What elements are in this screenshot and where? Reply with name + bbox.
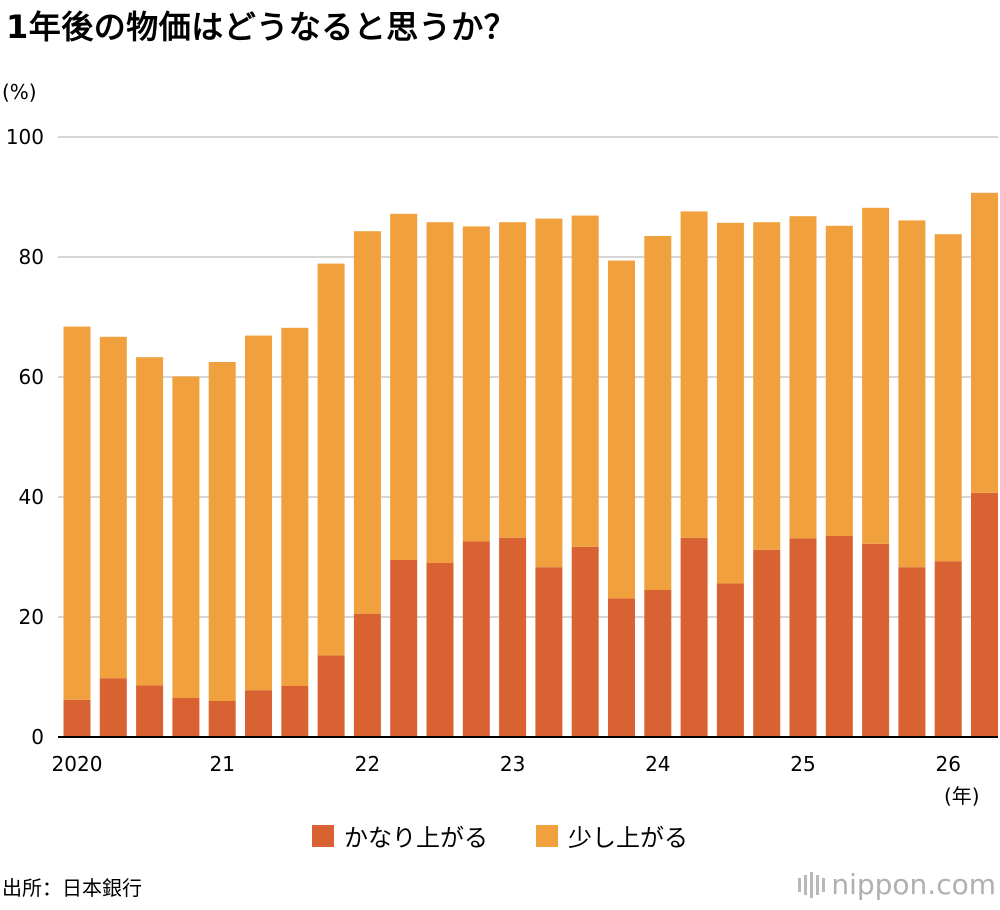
y-tick-label: 100 xyxy=(6,125,44,149)
legend-item-series1: かなり上がる xyxy=(312,818,488,853)
legend-swatch-series1 xyxy=(312,824,334,847)
bar-segment-series1 xyxy=(971,492,998,737)
bar-segment-series1 xyxy=(716,583,744,737)
bar-segment-series1 xyxy=(208,701,236,737)
x-tick-label: 23 xyxy=(500,752,525,776)
bar-segment-series2 xyxy=(571,215,599,547)
bar-segment-series1 xyxy=(680,537,708,737)
nippon-logo-bars-icon xyxy=(798,871,826,898)
bar-segment-series1 xyxy=(789,538,817,737)
bar-segment-series2 xyxy=(245,335,272,691)
bar-segment-series1 xyxy=(136,685,164,737)
chart-title: 1年後の物価はどうなると思うか？ xyxy=(6,8,517,46)
bar-segment-series2 xyxy=(825,225,853,537)
bar-segment-series1 xyxy=(644,590,672,737)
x-tick-label: 25 xyxy=(790,752,815,776)
legend-label-series2: 少し上がる xyxy=(568,824,688,852)
bar-segment-series2 xyxy=(136,357,164,686)
x-tick-label: 26 xyxy=(935,752,960,776)
brand-logo: nippon.com xyxy=(798,868,996,901)
bar-segment-series1 xyxy=(353,614,381,737)
y-tick-label: 40 xyxy=(19,485,44,509)
bar-segment-series1 xyxy=(571,546,599,737)
bar-segment-series1 xyxy=(499,537,527,737)
bar-segment-series2 xyxy=(789,216,817,539)
bar-segment-series1 xyxy=(245,690,272,737)
bar-segment-series1 xyxy=(825,536,853,737)
bar-segment-series2 xyxy=(172,376,200,698)
bar-segment-series2 xyxy=(63,326,91,700)
legend-swatch-series2 xyxy=(536,824,558,847)
bar-segment-series1 xyxy=(462,541,490,737)
y-tick-label: 60 xyxy=(19,365,44,389)
bar-segment-series1 xyxy=(390,560,418,737)
bar-segment-series2 xyxy=(862,207,890,544)
legend-label-series1: かなり上がる xyxy=(344,824,488,852)
x-tick-label: 2020 xyxy=(52,752,103,776)
x-tick-label: 22 xyxy=(355,752,380,776)
source-note: 出所：日本銀行 xyxy=(2,876,142,900)
bar-segment-series2 xyxy=(499,222,527,538)
bar-segment-series2 xyxy=(535,218,563,568)
bar-segment-series1 xyxy=(898,567,926,737)
bar-segment-series1 xyxy=(862,543,890,737)
x-axis-unit: (年) xyxy=(944,784,980,808)
bar-segment-series2 xyxy=(426,222,454,563)
bar-segment-series2 xyxy=(753,222,781,550)
bar-segment-series2 xyxy=(353,231,381,614)
bar-segment-series2 xyxy=(608,260,635,599)
bar-segment-series1 xyxy=(99,678,127,737)
bar-segment-series2 xyxy=(281,327,309,686)
bar-segment-series1 xyxy=(535,567,563,737)
y-tick-label: 80 xyxy=(19,245,44,269)
bar-segment-series2 xyxy=(390,213,418,561)
bar-segment-series1 xyxy=(281,686,309,737)
bar-segment-series2 xyxy=(317,263,345,656)
bar-segment-series2 xyxy=(680,211,708,538)
bar-segment-series2 xyxy=(644,236,672,590)
bar-segment-series1 xyxy=(753,549,781,737)
bar-segment-series2 xyxy=(208,362,236,701)
stacked-bar-chart: 0 20 40 60 80 100 2020 21 22 23 24 25 26 xyxy=(6,125,998,776)
bar-segment-series2 xyxy=(462,226,490,542)
bar-segment-series2 xyxy=(971,192,998,493)
bar-segment-series2 xyxy=(934,234,962,562)
legend-item-series2: 少し上がる xyxy=(536,818,688,853)
bar-segment-series2 xyxy=(99,336,127,679)
legend: かなり上がる 少し上がる xyxy=(0,818,1000,853)
y-tick-label: 0 xyxy=(31,725,44,749)
bar-segment-series2 xyxy=(716,222,744,584)
x-tick-label: 24 xyxy=(645,752,670,776)
bar-segment-series2 xyxy=(898,220,926,568)
bar-segment-series1 xyxy=(172,698,200,737)
bar-segment-series1 xyxy=(317,655,345,737)
bar-segment-series1 xyxy=(934,561,962,737)
bar-segment-series1 xyxy=(63,699,91,737)
bar-segment-series1 xyxy=(608,598,635,737)
y-tick-label: 20 xyxy=(19,605,44,629)
brand-text: nippon.com xyxy=(831,868,996,901)
y-axis-unit: (%) xyxy=(2,80,37,104)
bar-segment-series1 xyxy=(426,563,454,737)
x-tick-label: 21 xyxy=(209,752,234,776)
